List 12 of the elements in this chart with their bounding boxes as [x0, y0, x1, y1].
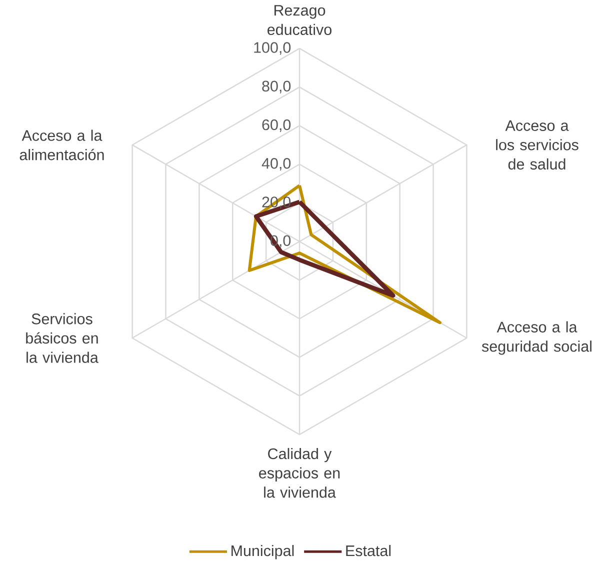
y-tick-label: 80,0 — [262, 80, 291, 94]
legend-label: Municipal — [232, 544, 294, 560]
y-tick-label: 40,0 — [262, 158, 291, 170]
spoke-label: Acceso a la seguridad social — [482, 321, 592, 355]
spoke-label: Acceso a la alimentación — [20, 130, 104, 160]
legend-label: Estatal — [346, 544, 391, 556]
spoke-label: Servicios básicos en la vivienda — [26, 312, 98, 363]
spoke-label: Rezago educativo — [268, 4, 332, 35]
spoke-label: Calidad y espacios en la vivienda — [259, 448, 340, 498]
y-tick-label: 100,0 — [254, 42, 291, 55]
spoke-label: Acceso a los servicios de salud — [496, 120, 578, 170]
y-tick-label: 60,0 — [262, 119, 291, 132]
